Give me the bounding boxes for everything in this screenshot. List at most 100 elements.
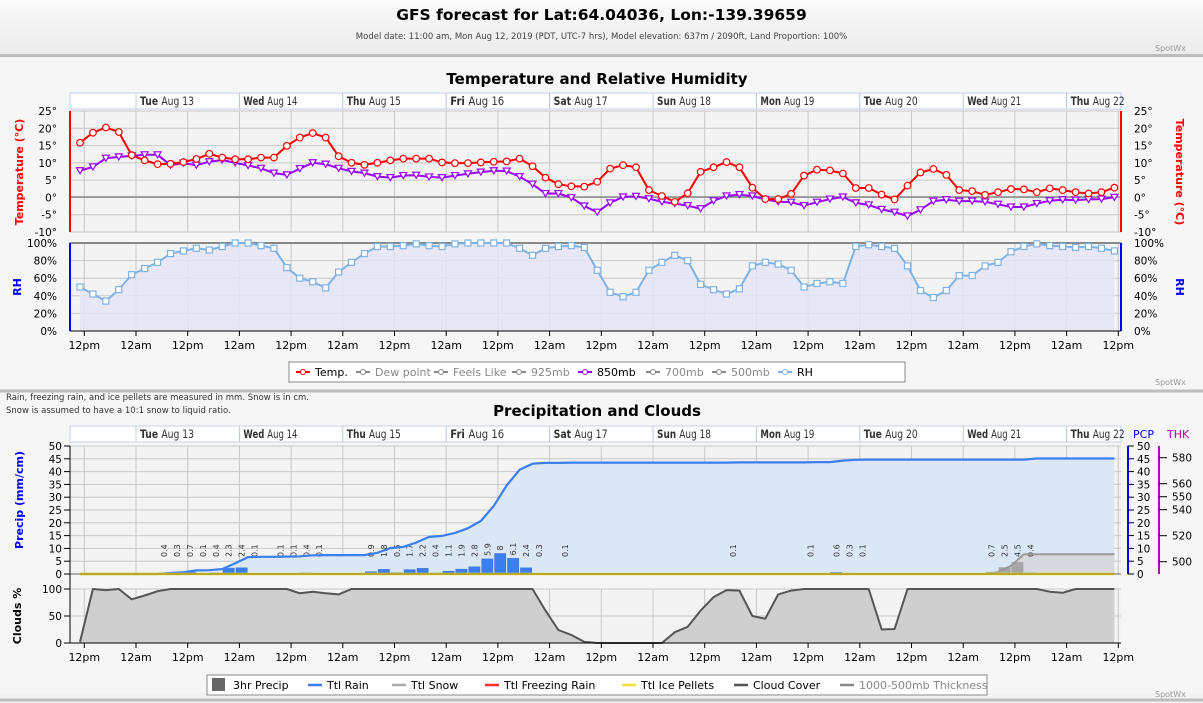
precip-bar-label: 0.4 — [212, 544, 221, 557]
day-date: Aug 18 — [679, 427, 711, 441]
temp-tick-label: 0° — [45, 192, 57, 204]
legend-item[interactable]: Cloud Cover — [753, 679, 821, 692]
p850-point — [75, 167, 85, 175]
pcp-tick-label: 15 — [49, 531, 62, 543]
p850-point — [256, 164, 266, 173]
precip-bar-label: 0.7 — [186, 544, 195, 557]
legend-item[interactable]: Ttl Rain — [326, 679, 369, 692]
temp-point — [140, 156, 149, 165]
day-label: FriAug 16 — [450, 427, 504, 441]
temp-point — [683, 189, 692, 198]
p850-point — [696, 205, 706, 213]
temp-point — [774, 195, 783, 203]
temp-point — [787, 189, 796, 198]
precip-bar-label: 2.2 — [419, 544, 428, 557]
legend-item[interactable]: Ttl Freezing Rain — [503, 679, 595, 692]
x-tick-label: 12am — [947, 651, 978, 664]
legend-item[interactable]: 500mb — [731, 366, 770, 379]
rh-point — [826, 278, 834, 286]
day-dow: Thu — [347, 427, 366, 441]
rh-point — [1097, 244, 1106, 252]
temp-point — [670, 197, 679, 206]
rh-axis-title: RH — [11, 278, 24, 296]
legend-item[interactable]: 925mb — [531, 366, 570, 379]
rh-tick-label-right: 60% — [1134, 273, 1157, 285]
rh-tick-label: 60% — [34, 273, 57, 285]
precip-bar-label: 0.1 — [251, 544, 260, 557]
p850-point — [980, 198, 990, 207]
cloud-axis-title: Clouds % — [11, 588, 24, 645]
pcp-tick-label: 40 — [49, 467, 62, 479]
legend-item[interactable]: Dew point — [375, 366, 431, 379]
pcp-tick-label: 0 — [55, 569, 62, 581]
x-tick-label: 12pm — [585, 651, 617, 664]
temp-point — [657, 192, 666, 200]
temp-point — [192, 155, 201, 163]
day-date: Aug 19 — [784, 427, 814, 441]
x-tick-label: 12pm — [792, 339, 824, 352]
temp-point — [166, 159, 175, 168]
legend-item[interactable]: Temp. — [314, 366, 348, 379]
p850-point — [618, 193, 628, 202]
p850-point — [902, 212, 913, 221]
legend-item[interactable]: Ttl Snow — [410, 679, 458, 692]
p850-point — [877, 205, 887, 214]
legend-item[interactable]: Feels Like — [453, 366, 507, 379]
legend-item[interactable]: 700mb — [665, 366, 704, 379]
temp-point — [114, 128, 123, 136]
temp-point — [101, 123, 110, 132]
precip-bar-label: 0.3 — [173, 544, 182, 557]
p850-point — [114, 153, 124, 162]
thk-tick-label: 560 — [1172, 479, 1192, 491]
rh-tick-label: 100% — [27, 238, 57, 250]
legend-item[interactable]: 1000-500mb Thickness — [859, 679, 988, 692]
legend-item[interactable]: 850mb — [597, 366, 636, 379]
rh-point — [179, 247, 188, 255]
p850-point — [372, 173, 382, 181]
x-tick-label: 12am — [534, 651, 565, 664]
x-tick-label: 12pm — [689, 651, 721, 664]
ttl-snow-line — [984, 553, 1115, 575]
rh-point — [671, 251, 679, 259]
pcp-tick-label-right: 25 — [1137, 505, 1150, 517]
rh-point — [528, 251, 537, 259]
day-label: ThuAug 15 — [347, 427, 401, 441]
temp-point — [890, 195, 899, 204]
rh-point — [903, 262, 912, 270]
legend-item[interactable]: Ttl Ice Pellets — [640, 679, 714, 692]
rh-point — [774, 260, 782, 268]
rh-point — [296, 274, 304, 282]
temp-point — [554, 180, 563, 189]
p850-point — [321, 160, 331, 169]
temp-tick-label-right: 20° — [1134, 123, 1153, 135]
rh-point — [451, 240, 459, 248]
legend-item[interactable]: 3hr Precip — [233, 679, 289, 692]
legend-marker — [650, 369, 656, 375]
rh-point — [865, 241, 873, 249]
rh-point — [1007, 248, 1015, 256]
rh-point — [748, 262, 756, 270]
temp-point — [179, 158, 188, 166]
rh-point — [490, 239, 498, 247]
day-label: MonAug 19 — [760, 94, 814, 108]
x-tick-label: 12am — [844, 339, 875, 352]
p850-point — [1109, 193, 1119, 202]
temp-point — [632, 163, 640, 172]
day-dow: Wed — [243, 94, 264, 108]
precip-axis-title: Precip (mm/cm) — [13, 451, 26, 549]
x-tick-label: 12am — [120, 339, 151, 352]
rh-point — [335, 268, 343, 276]
ttl-rain-line — [80, 457, 1115, 576]
legend-item[interactable]: RH — [797, 366, 813, 379]
rh-point — [141, 264, 149, 273]
rh-point — [270, 244, 278, 252]
rh-axis-title-right: RH — [1173, 278, 1186, 296]
day-label: SunAug 18 — [657, 427, 711, 441]
p850-point — [1045, 197, 1055, 205]
p850-point — [502, 167, 512, 176]
rh-point — [153, 258, 162, 266]
p850-point — [489, 167, 499, 175]
snow-ratio-note: Snow is assumed to have a 10:1 snow to l… — [6, 406, 231, 416]
day-date: Aug 14 — [267, 427, 297, 441]
temp-point — [451, 159, 459, 168]
